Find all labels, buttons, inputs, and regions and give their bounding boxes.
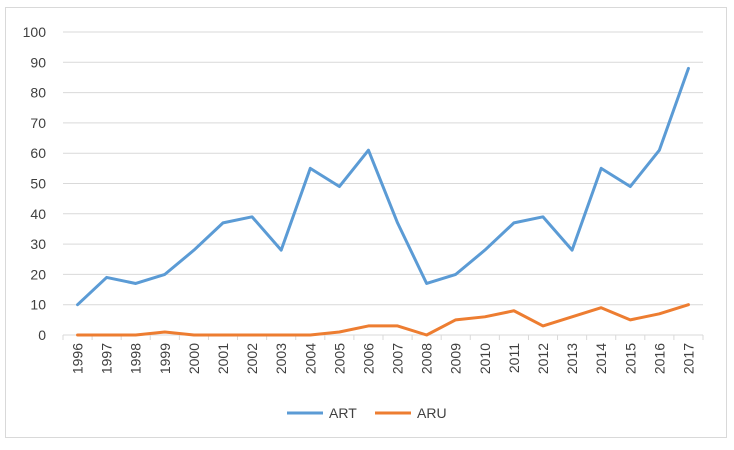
y-tick-label: 70	[30, 115, 46, 131]
x-tick-label: 2006	[360, 343, 376, 374]
gridlines	[63, 31, 703, 306]
legend-label-art: ART	[329, 405, 357, 421]
x-tick-label: 2017	[680, 343, 696, 374]
y-axis-tick-labels: 0 10 20 30 40 50 60 70 80 90 100	[23, 24, 47, 343]
y-tick-label: 80	[30, 85, 46, 101]
x-tick-label: 1997	[99, 343, 115, 374]
x-tick-label: 2013	[564, 343, 580, 374]
series-line-aru	[76, 303, 690, 337]
legend: ART ARU	[287, 405, 447, 421]
x-tick-label: 2004	[302, 343, 318, 374]
x-tick-label: 2002	[244, 343, 260, 374]
x-tick-label: 2015	[622, 343, 638, 374]
x-tick-label: 2003	[273, 343, 289, 374]
y-tick-label: 50	[30, 176, 46, 192]
legend-label-aru: ARU	[417, 405, 447, 421]
x-tick-label: 2005	[331, 343, 347, 374]
x-tick-label: 2014	[593, 343, 609, 374]
y-tick-label: 60	[30, 145, 46, 161]
x-tick-label: 2001	[215, 343, 231, 374]
chart-frame	[5, 7, 727, 438]
x-tick-label: 1998	[128, 343, 144, 374]
y-tick-label: 30	[30, 236, 46, 252]
y-tick-label: 100	[23, 24, 47, 40]
y-tick-label: 40	[30, 206, 46, 222]
y-tick-label: 20	[30, 266, 46, 282]
x-tick-label: 1999	[157, 343, 173, 374]
x-tick-label: 2007	[390, 343, 406, 374]
y-tick-label: 0	[38, 327, 46, 343]
x-tick-label: 2016	[651, 343, 667, 374]
x-tick-label: 2012	[535, 343, 551, 374]
x-tick-label: 2000	[186, 343, 202, 374]
series-line-art	[76, 66, 690, 307]
x-tick-label: 2010	[477, 343, 493, 374]
y-tick-label: 10	[30, 297, 46, 313]
y-tick-label: 90	[30, 54, 46, 70]
x-axis	[62, 334, 704, 340]
x-tick-label: 2009	[448, 343, 464, 374]
series-lines	[76, 66, 690, 337]
x-tick-label: 2011	[506, 343, 522, 373]
x-axis-tick-labels: 1996 1997 1998 1999 2000 2001 2002 2003 2004 2005…	[70, 343, 697, 374]
x-tick-label: 2008	[419, 343, 435, 374]
x-tick-label: 1996	[70, 343, 86, 374]
